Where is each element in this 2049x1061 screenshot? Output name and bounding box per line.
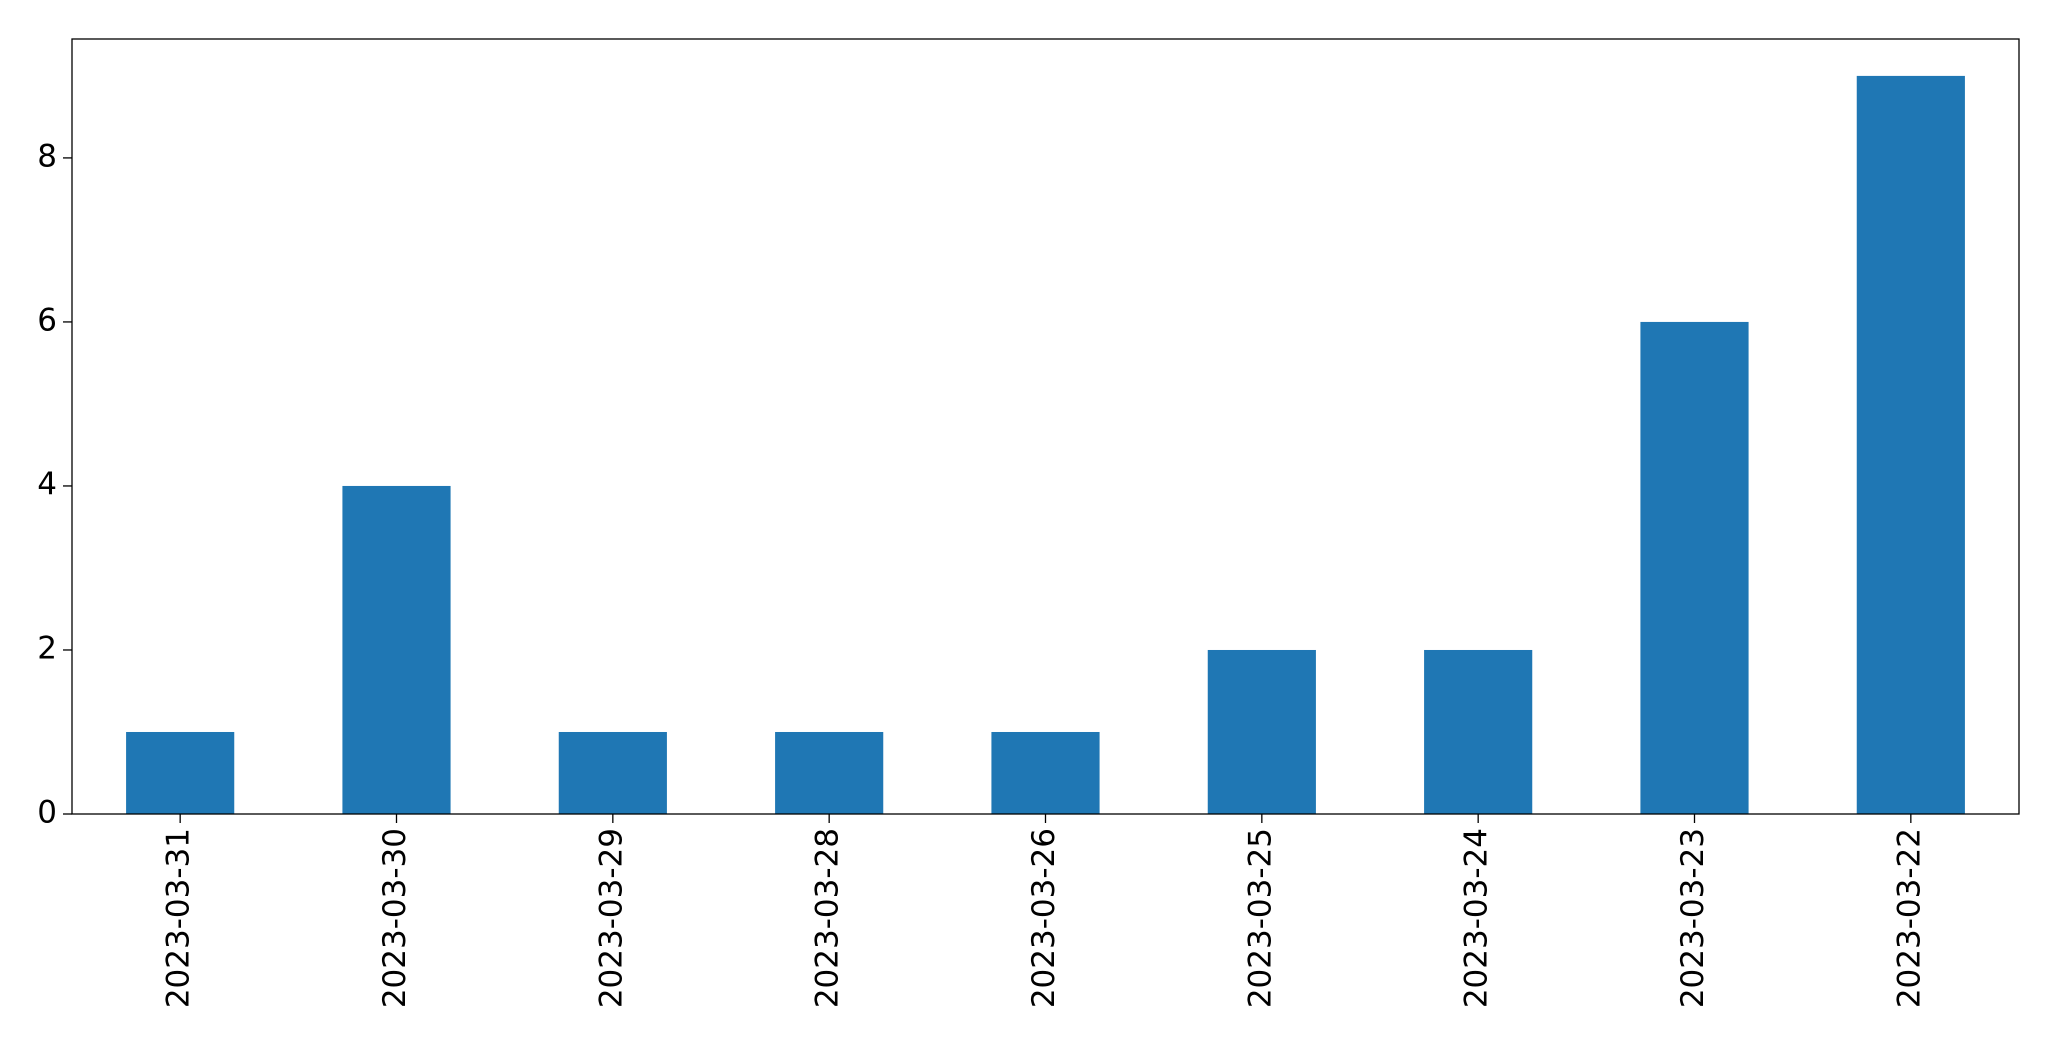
- y-tick-label: 0: [37, 795, 57, 831]
- bar: [1856, 75, 1965, 814]
- x-tick-label: 2023-03-30: [377, 828, 413, 1008]
- x-tick-label: 2023-03-22: [1891, 828, 1927, 1008]
- x-tick-label: 2023-03-28: [810, 828, 846, 1008]
- x-tick-label: 2023-03-25: [1242, 828, 1278, 1008]
- x-tick-label: 2023-03-29: [593, 828, 629, 1008]
- bar: [1640, 321, 1749, 814]
- y-tick-label: 2: [37, 630, 57, 666]
- y-tick-label: 4: [37, 466, 57, 502]
- x-tick-label: 2023-03-23: [1675, 828, 1711, 1008]
- bar: [991, 731, 1100, 814]
- bar: [558, 731, 667, 814]
- bar: [1207, 649, 1316, 814]
- bar: [342, 485, 451, 814]
- bar: [126, 731, 235, 814]
- y-tick-label: 6: [37, 302, 57, 338]
- y-tick-label: 8: [37, 138, 57, 174]
- bar: [775, 731, 884, 814]
- plot-frame: [71, 38, 2020, 815]
- x-tick-label: 2023-03-24: [1459, 828, 1495, 1008]
- bar: [1424, 649, 1533, 814]
- x-tick-label: 2023-03-31: [161, 828, 197, 1008]
- x-tick-label: 2023-03-26: [1026, 828, 1062, 1008]
